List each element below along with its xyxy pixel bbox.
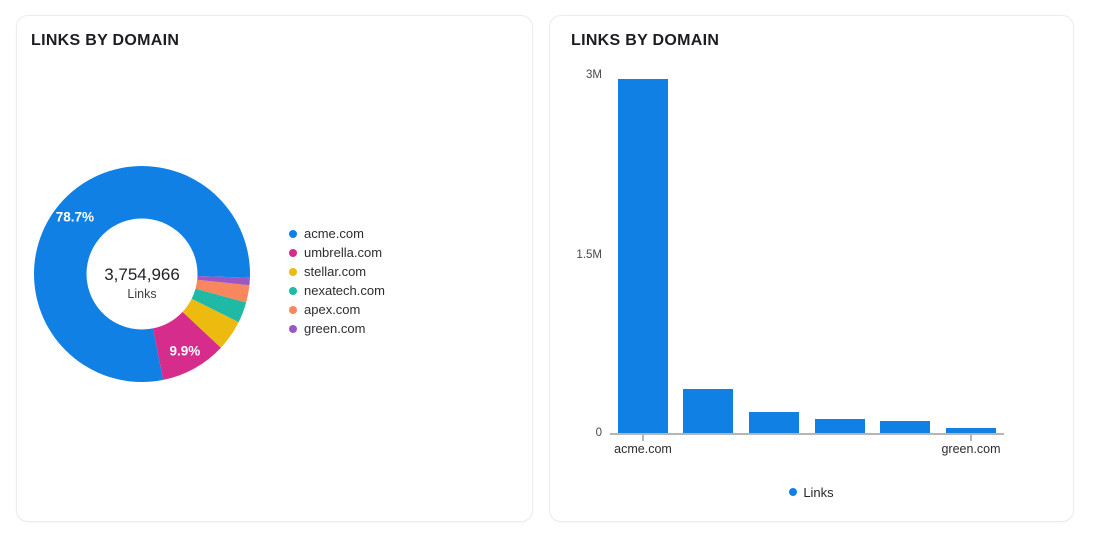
x-axis-label-green.com: green.com	[941, 442, 1001, 456]
pie-legend: acme.com umbrella.com stellar.com nexatech.…	[289, 224, 385, 338]
x-axis-tick-green	[970, 435, 972, 441]
legend-item-label: green.com	[304, 321, 366, 336]
legend-item-label: nexatech.com	[304, 283, 385, 298]
donut-slices: 78.7% 9.9%	[33, 166, 250, 383]
legend-dot	[289, 324, 297, 333]
donut-slice-percent-label: 9.9%	[170, 343, 201, 358]
legend-item-acme.com[interactable]: acme.com	[289, 224, 385, 243]
bar-acme.com[interactable]	[617, 79, 668, 433]
legend-item-nexatech.com[interactable]: nexatech.com	[289, 281, 385, 300]
bar-green.com[interactable]	[946, 428, 997, 433]
legend-item-label: stellar.com	[304, 264, 367, 279]
legend-item-green.com[interactable]: green.com	[289, 319, 385, 338]
legend-dot	[289, 305, 297, 314]
y-axis-tick-label-0: 0	[595, 427, 602, 439]
legend-item-label: apex.com	[304, 302, 361, 317]
pie-card-title: LINKS BY DOMAIN	[31, 32, 180, 49]
bar-card-title: LINKS BY DOMAIN	[571, 32, 720, 49]
donut-slice-stellar.com[interactable]	[182, 298, 239, 348]
donut-slice-percent-label: 78.7%	[56, 210, 94, 225]
x-axis-label-acme.com: acme.com	[614, 442, 672, 456]
legend-item-umbrella.com[interactable]: umbrella.com	[289, 243, 385, 262]
donut-center-value: 3,754,966	[104, 265, 180, 284]
links-by-domain-bar-card: LINKS BY DOMAIN 3M 1.5M 0 acme.com green…	[549, 15, 1074, 522]
bar-legend-dot	[789, 488, 798, 496]
legend-item-apex.com[interactable]: apex.com	[289, 300, 385, 319]
bar-nexatech.com[interactable]	[814, 419, 865, 433]
bar-legend-item[interactable]: Links	[550, 484, 1073, 500]
bar-stellar.com[interactable]	[749, 412, 800, 433]
donut-slice-nexatech.com[interactable]	[191, 288, 247, 323]
links-by-domain-pie-card: LINKS BY DOMAIN 78.7% 9.9% 3,754,966 Link…	[16, 15, 533, 522]
bar-legend-label: Links	[803, 484, 834, 500]
x-axis-tick-acme	[642, 435, 644, 441]
x-axis-line	[610, 433, 1004, 435]
donut-slice-acme.com[interactable]	[33, 166, 250, 383]
donut-center-label: Links	[127, 287, 156, 301]
donut-slice-umbrella.com[interactable]	[152, 311, 221, 380]
legend-item-stellar.com[interactable]: stellar.com	[289, 262, 385, 281]
donut-slice-apex.com[interactable]	[195, 279, 250, 303]
legend-item-label: acme.com	[304, 226, 364, 241]
legend-dot	[289, 229, 297, 238]
y-axis-tick-label-3m: 3M	[586, 69, 602, 81]
bar-umbrella.com[interactable]	[683, 388, 734, 433]
donut-chart: 78.7% 9.9% 3,754,966 Links	[33, 166, 250, 383]
y-axis-tick-label-1-5m: 1.5M	[576, 249, 602, 261]
legend-dot	[289, 248, 297, 257]
legend-dot	[289, 267, 297, 276]
bar-plot-area	[610, 74, 1004, 433]
donut-slice-green.com[interactable]	[197, 275, 250, 286]
legend-item-label: umbrella.com	[304, 245, 383, 260]
legend-dot	[289, 286, 297, 295]
bar-apex.com[interactable]	[880, 421, 931, 433]
